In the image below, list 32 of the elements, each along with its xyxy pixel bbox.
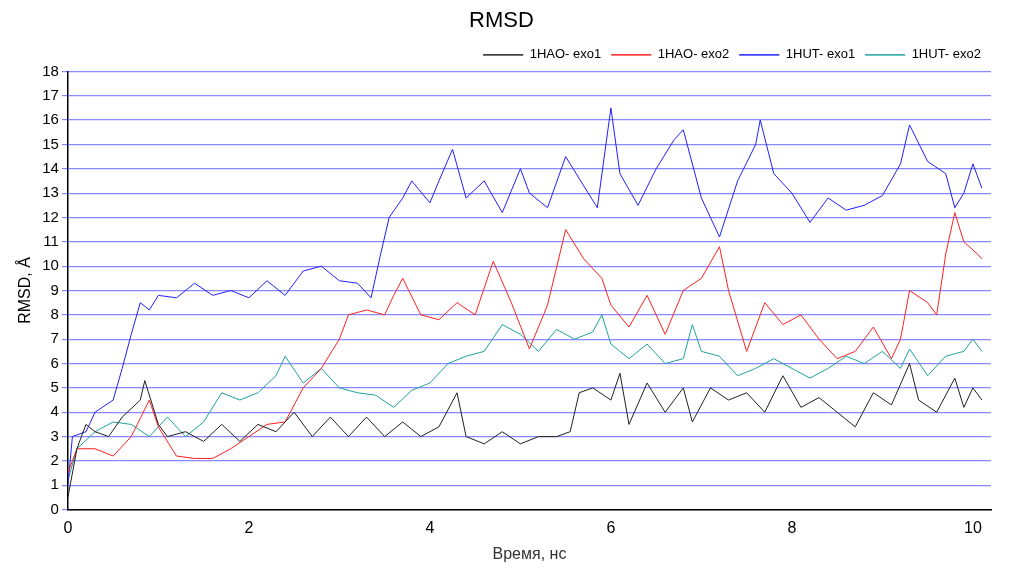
y-tick-label: 18	[42, 61, 59, 79]
x-tick-label: 6	[606, 518, 616, 536]
y-tick-label: 5	[50, 378, 59, 396]
y-tick-label: 1	[50, 475, 59, 493]
x-tick-label: 10	[964, 518, 982, 536]
y-tick-label: 14	[42, 158, 59, 176]
y-tick-label: 0	[50, 499, 59, 517]
y-tick-label: 10	[42, 256, 59, 274]
legend-label: 1HAO- exo2	[657, 46, 730, 62]
y-tick-label: 11	[43, 231, 59, 249]
y-tick-label: 9	[50, 280, 59, 298]
y-tick-label: 15	[42, 134, 59, 152]
y-tick-label: 7	[50, 329, 59, 347]
y-tick-label: 17	[42, 85, 59, 103]
x-tick-label: 4	[425, 518, 435, 536]
x-tick-label: 8	[787, 518, 797, 536]
x-tick-label: 2	[244, 518, 254, 536]
y-axis-title: RMSD, Å	[15, 256, 34, 324]
y-tick-label: 12	[42, 207, 59, 225]
x-axis-title: Время, нс	[492, 544, 567, 562]
y-tick-label: 16	[42, 110, 59, 128]
y-tick-label: 2	[50, 451, 59, 469]
x-tick-label: 0	[63, 518, 73, 536]
legend-label: 1HUT- exo2	[911, 46, 982, 62]
legend-label: 1HUT- exo1	[785, 46, 856, 62]
y-tick-label: 3	[50, 426, 59, 444]
y-tick-label: 8	[50, 304, 59, 322]
legend-label: 1HAO- exo1	[529, 46, 602, 62]
y-tick-label: 4	[50, 402, 59, 420]
chart-title: RMSD	[469, 7, 534, 33]
y-tick-label: 13	[42, 183, 59, 201]
y-tick-label: 6	[50, 353, 59, 371]
